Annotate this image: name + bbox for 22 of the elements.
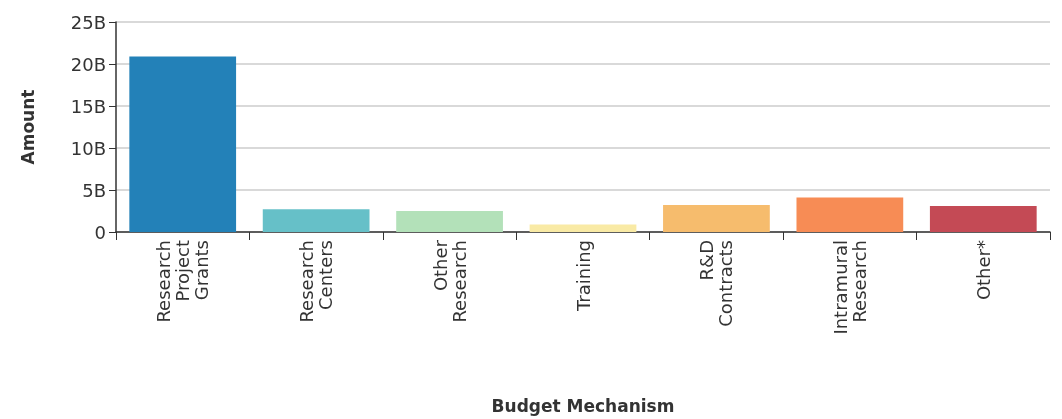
x-tick-label: Research Centers [296, 240, 337, 323]
y-tick-label: 25B [70, 11, 106, 33]
y-tick-label: 10B [70, 137, 106, 159]
bar [529, 224, 637, 232]
bar [796, 197, 904, 232]
x-tick-label: R&D Contracts [696, 240, 737, 327]
x-tick-label: Other* [972, 240, 994, 301]
y-tick-label: 15B [70, 95, 106, 117]
x-tick-label: Research Project Grants [153, 240, 213, 323]
x-tick-label: Training [572, 240, 594, 313]
bar [663, 205, 770, 232]
x-axis-title: Budget Mechanism [491, 395, 675, 416]
bar [262, 209, 370, 232]
y-tick-label: 20B [70, 53, 106, 75]
x-tick-label: Other Research [429, 239, 470, 323]
y-axis-title: Amount [17, 89, 38, 165]
bar [929, 205, 1037, 232]
bar [129, 56, 237, 232]
y-tick-label: 5B [82, 179, 106, 201]
y-tick-label: 0 [94, 221, 106, 243]
x-tick-label: Intramural Research [829, 240, 870, 335]
bar [396, 211, 503, 232]
